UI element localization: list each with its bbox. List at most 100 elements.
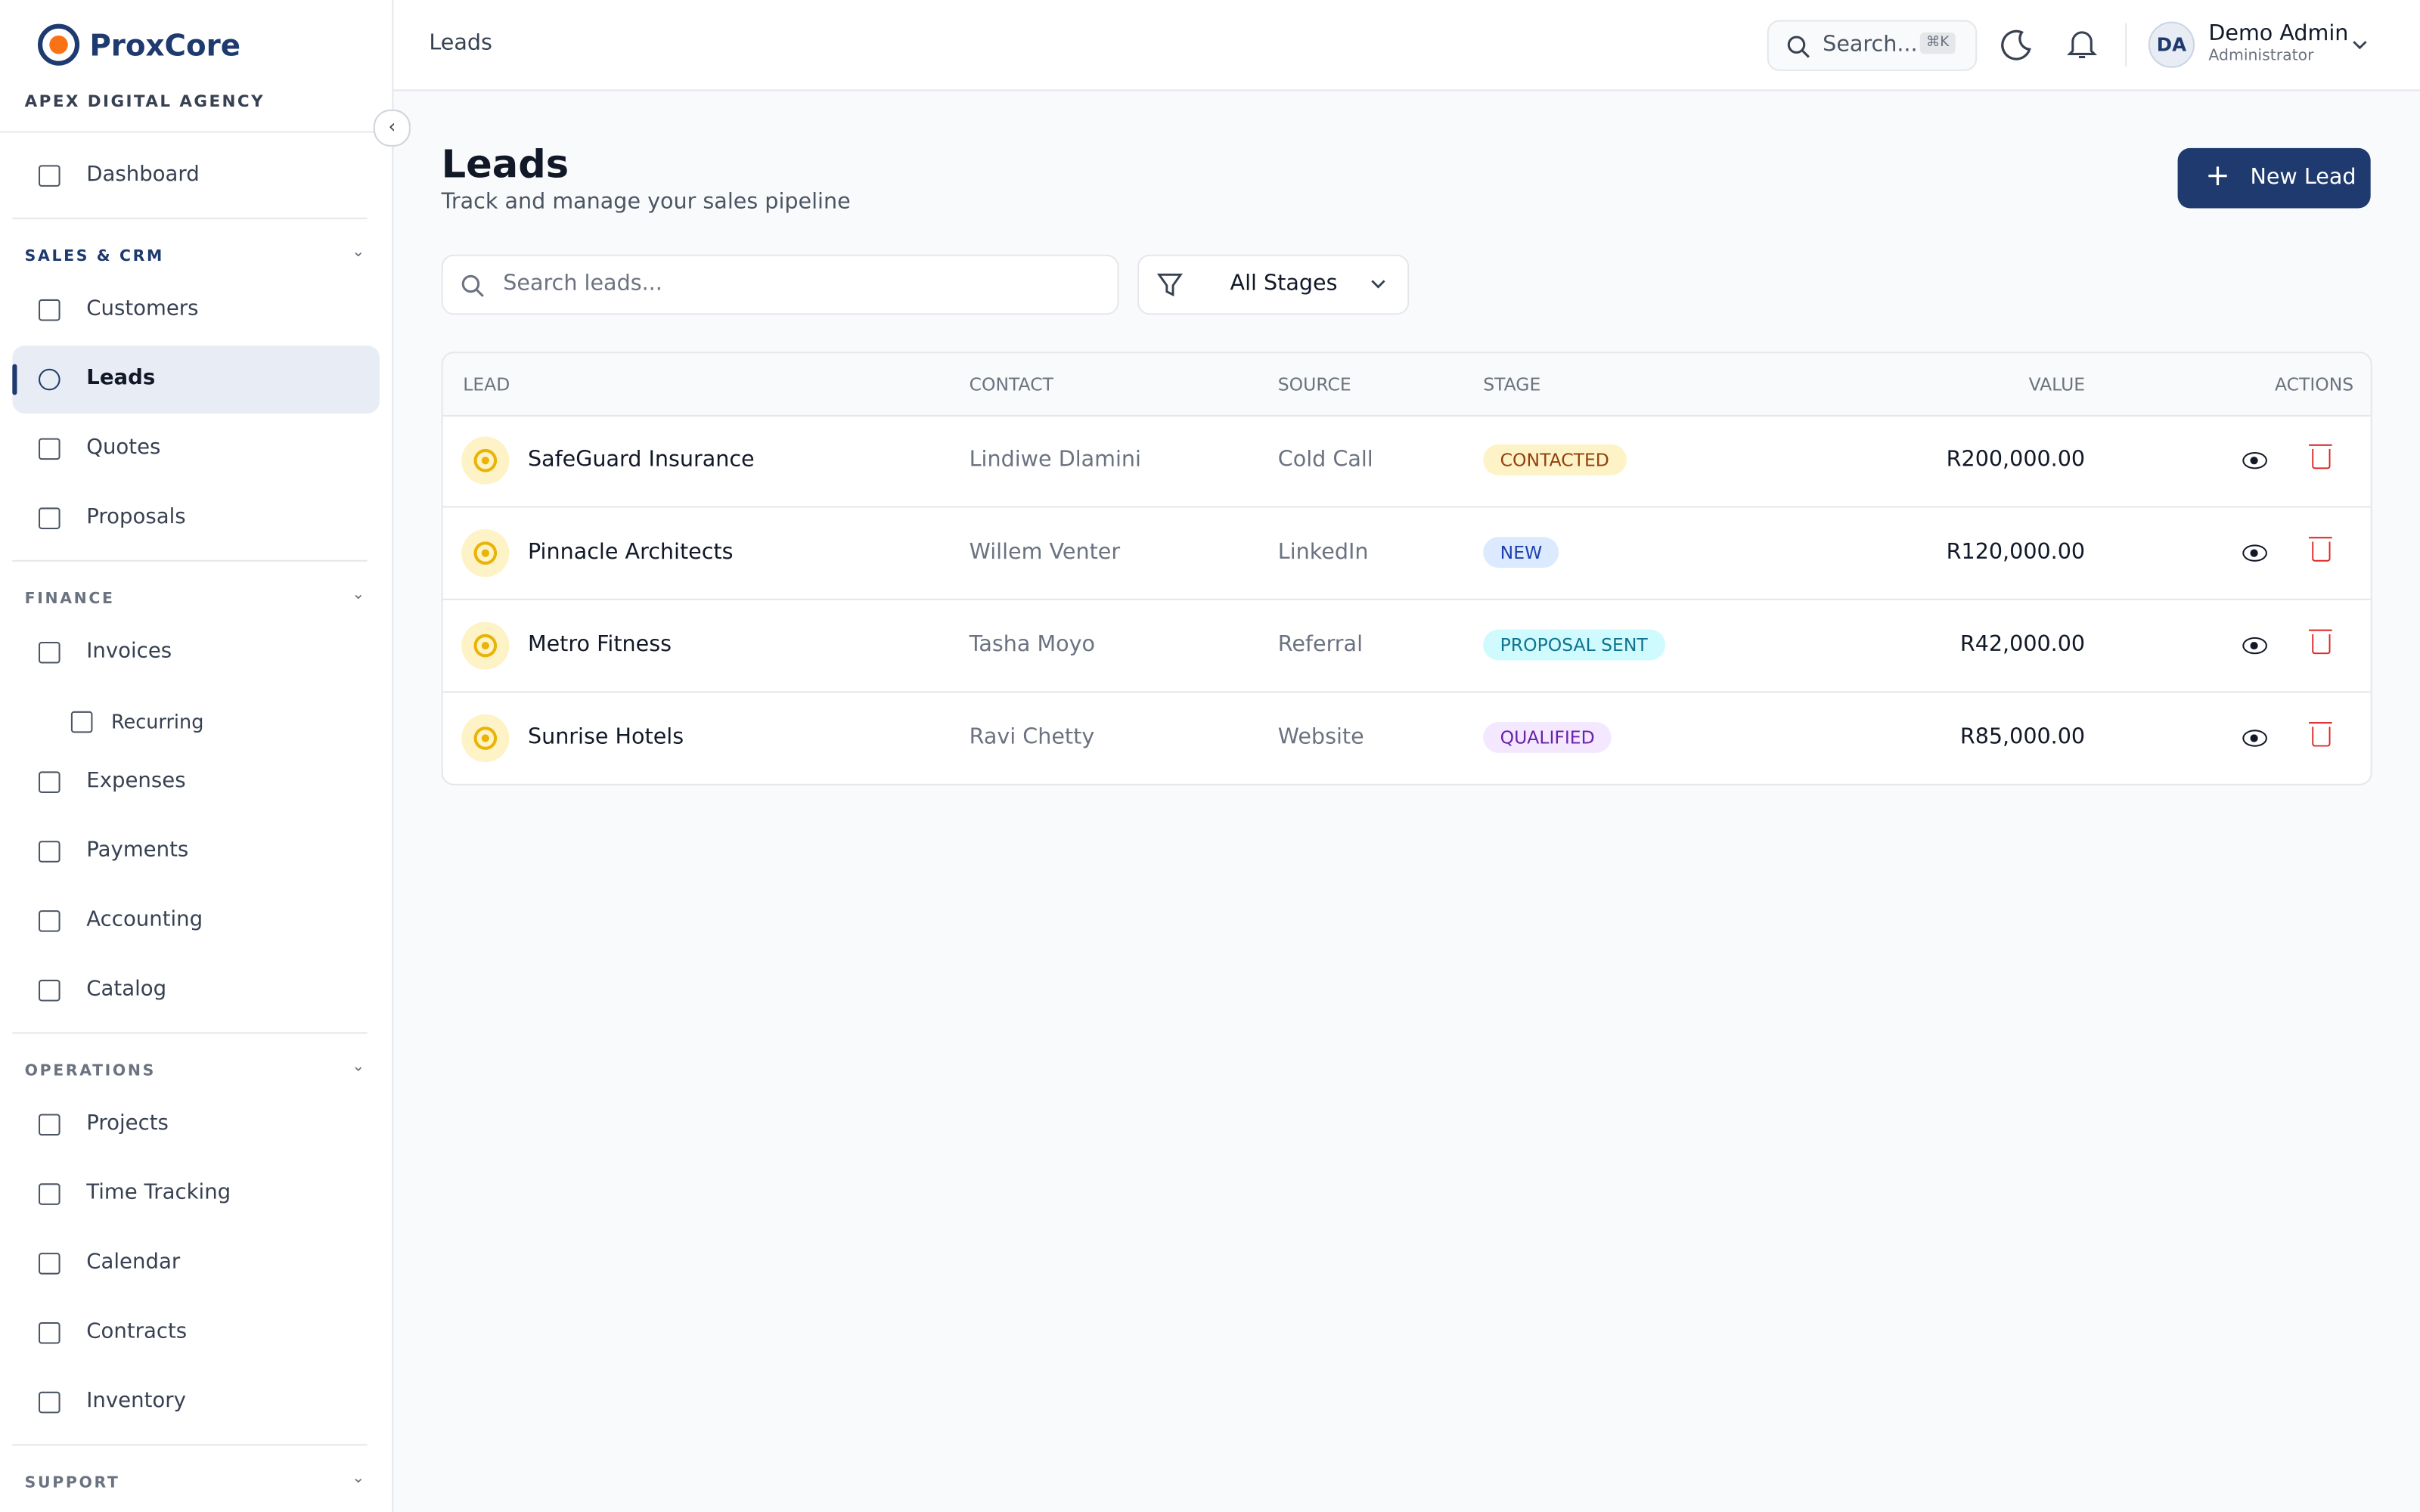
collapse-button[interactable]: ‹ xyxy=(373,109,411,147)
nav-icon xyxy=(39,507,60,529)
nav-item[interactable]: Invoices xyxy=(12,618,380,686)
column-header: SOURCE xyxy=(1277,373,1351,395)
nav-item[interactable]: Tickets xyxy=(12,1503,380,1512)
nav-label: Contracts xyxy=(86,1318,188,1344)
view-button[interactable] xyxy=(2242,730,2267,747)
nav-item[interactable]: Calendar xyxy=(12,1230,380,1298)
lead-icon xyxy=(461,714,510,763)
filter-value: All Stages xyxy=(1230,271,1338,296)
user-menu-chevron[interactable] xyxy=(2352,40,2367,50)
lid xyxy=(2309,629,2332,631)
pupil xyxy=(2250,456,2258,464)
lid xyxy=(2309,537,2332,539)
table-row: Sunrise Hotels Ravi Chetty Website QUALIFIE… xyxy=(443,692,2371,783)
value: R200,000.00 xyxy=(1946,447,2086,472)
lead-name: Metro Fitness xyxy=(527,632,672,658)
nav-item[interactable]: Recurring xyxy=(12,688,380,756)
divider xyxy=(12,559,368,562)
target-ring xyxy=(473,448,498,472)
nav-icon xyxy=(39,1253,60,1275)
target-ring xyxy=(473,541,498,565)
lead-icon xyxy=(461,528,510,578)
nav-label: Invoices xyxy=(86,638,172,664)
section-toggle[interactable]: ⌄ xyxy=(352,586,365,603)
stage-filter[interactable]: All Stages xyxy=(1137,254,1410,315)
brand-name: ProxCore xyxy=(89,29,241,64)
table-row: Metro Fitness Tasha Moyo Referral PROPOSAL … xyxy=(442,600,2371,693)
nav-label: Leads xyxy=(86,365,156,391)
nav-icon xyxy=(39,979,60,1002)
breadcrumb: Leads xyxy=(429,30,492,56)
section-label: OPERATIONS xyxy=(24,1063,157,1080)
lead-search[interactable]: Search leads... xyxy=(441,254,1119,315)
target-dot xyxy=(481,457,489,465)
section-label: SUPPORT xyxy=(24,1475,120,1492)
nav-icon xyxy=(39,841,60,863)
section-label: FINANCE xyxy=(24,590,115,609)
target-dot xyxy=(481,549,489,557)
leads-table: LEAD CONTACT SOURCE STAGE VALUE ACTIONS SafeGu… xyxy=(441,352,2372,785)
lead-name: SafeGuard Insurance xyxy=(527,447,755,472)
value: R85,000.00 xyxy=(1959,725,2086,750)
nav-icon xyxy=(39,299,60,321)
table-row: Pinnacle Architects Willem Venter LinkedIn… xyxy=(442,507,2371,600)
delete-button[interactable] xyxy=(2309,444,2332,469)
lead-name: Sunrise Hotels xyxy=(527,725,684,750)
page-subtitle: Track and manage your sales pipeline xyxy=(441,190,851,215)
lead-name: Pinnacle Architects xyxy=(527,540,734,565)
lid xyxy=(2309,722,2332,724)
nav-item[interactable]: Accounting xyxy=(12,887,380,955)
column-header: CONTACT xyxy=(969,373,1053,395)
section-toggle[interactable]: ⌄ xyxy=(352,1470,365,1488)
user-name: Demo Admin xyxy=(2208,21,2349,47)
active-indicator xyxy=(12,364,17,395)
nav-item[interactable]: Contracts xyxy=(12,1299,380,1367)
theme-toggle[interactable] xyxy=(2000,29,2031,60)
nav-icon xyxy=(39,1391,60,1414)
nav-icon xyxy=(39,165,60,187)
lid xyxy=(2309,444,2332,446)
avatar[interactable]: DA xyxy=(2148,21,2195,68)
section-toggle[interactable]: ⌄ xyxy=(352,1058,365,1076)
sidebar: ProxCore APEX DIGITAL AGENCY Dashboard SA… xyxy=(0,0,394,1512)
nav-item[interactable]: Time Tracking xyxy=(12,1160,380,1228)
nav-icon xyxy=(70,711,93,733)
nav-item[interactable]: Expenses xyxy=(12,748,380,816)
section-toggle[interactable]: ⌄ xyxy=(352,243,365,261)
global-search[interactable]: Search... ⌘K xyxy=(1767,20,1978,71)
contact: Tasha Moyo xyxy=(969,632,1095,658)
nav-item[interactable]: Catalog xyxy=(12,956,380,1024)
nav-item[interactable]: Proposals xyxy=(12,485,380,553)
page-title: Leads xyxy=(441,141,569,187)
section-label: SALES & CRM xyxy=(24,248,164,266)
nav-item[interactable]: Dashboard xyxy=(12,142,380,210)
delete-button[interactable] xyxy=(2309,629,2332,655)
nav-item[interactable]: Quotes xyxy=(12,415,380,483)
delete-button[interactable] xyxy=(2309,537,2332,562)
nav-label: Quotes xyxy=(86,435,161,460)
nav-label: Inventory xyxy=(86,1388,186,1414)
view-button[interactable] xyxy=(2242,637,2267,655)
delete-button[interactable] xyxy=(2309,722,2332,747)
nav-item[interactable]: Projects xyxy=(12,1091,380,1159)
column-header: STAGE xyxy=(1483,373,1541,395)
nav-icon xyxy=(39,438,60,460)
new-lead-button[interactable]: + New Lead xyxy=(2177,147,2371,209)
notifications[interactable] xyxy=(2067,29,2098,60)
table-row: SafeGuard Insurance Lindiwe Dlamini Cold C… xyxy=(442,415,2371,508)
chevron xyxy=(1371,280,1385,289)
pupil xyxy=(2250,548,2258,556)
view-button[interactable] xyxy=(2242,451,2267,469)
view-button[interactable] xyxy=(2242,544,2267,562)
nav-item[interactable]: Customers xyxy=(12,276,380,344)
nav-item[interactable]: Payments xyxy=(12,818,380,886)
nav-label: Dashboard xyxy=(86,162,200,187)
pupil xyxy=(2250,640,2258,649)
nav-item[interactable]: Leads xyxy=(12,345,380,414)
nav-icon xyxy=(39,1114,60,1136)
nav-item[interactable]: Inventory xyxy=(12,1368,380,1436)
nav-label: Calendar xyxy=(86,1250,181,1275)
value: R42,000.00 xyxy=(1959,632,2086,658)
logo-icon xyxy=(37,23,80,66)
contact: Lindiwe Dlamini xyxy=(969,447,1141,472)
